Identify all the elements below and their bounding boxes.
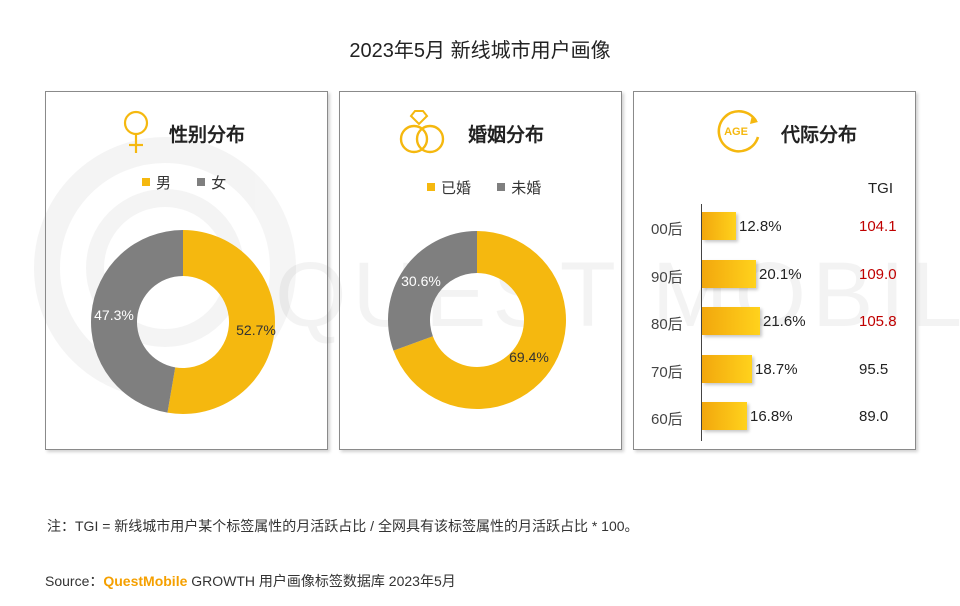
age-panel-title: 代际分布: [781, 125, 858, 146]
legend-item-unmarried: 未婚: [497, 177, 541, 198]
marriage-label-0: 69.4%: [509, 349, 549, 365]
age-bar: [702, 307, 760, 335]
source-line: Source：QuestMobile GROWTH 用户画像标签数据库 2023…: [45, 571, 456, 591]
female-symbol-icon: [123, 110, 149, 153]
gender-panel: [45, 91, 328, 450]
gender-legend: 男 女: [142, 172, 248, 193]
age-bar: [702, 212, 736, 240]
tgi-footnote: 注：TGI = 新线城市用户某个标签属性的月活跃占比 / 全网具有该标签属性的月…: [47, 518, 639, 534]
age-row: 70后 18.7% 95.5: [633, 354, 903, 385]
age-icon-label: AGE: [724, 126, 748, 138]
marriage-panel-title: 婚姻分布: [468, 125, 545, 146]
age-row: 00后 12.8% 104.1: [633, 212, 903, 242]
gender-slice-1: [90, 230, 183, 413]
age-tgi-value: 104.1: [859, 218, 897, 235]
gender-panel-title: 性别分布: [169, 125, 246, 146]
age-value-label: 21.6%: [763, 313, 806, 330]
marriage-donut-chart: 69.4% 30.6%: [388, 231, 566, 409]
age-category-label: 70后: [651, 363, 683, 381]
marriage-slice-1: [388, 231, 477, 351]
marriage-panel: [339, 91, 622, 450]
age-bar: [702, 354, 752, 383]
age-row: 60后 16.8% 89.0: [633, 402, 903, 432]
age-row: 90后 20.1% 109.0: [633, 259, 903, 290]
age-value-label: 20.1%: [759, 265, 802, 283]
age-tgi-value: 89.0: [859, 408, 889, 425]
age-category-label: 80后: [651, 316, 683, 333]
age-category-label: 00后: [651, 221, 683, 238]
age-row: 80后 21.6% 105.8: [633, 307, 903, 337]
age-panel: [633, 91, 916, 450]
age-bar: [702, 402, 747, 430]
legend-item-married: 已婚: [427, 177, 471, 198]
wedding-rings-icon: [399, 110, 445, 154]
marriage-label-1: 30.6%: [401, 273, 441, 289]
age-value-label: 18.7%: [755, 360, 798, 378]
age-category-label: 90后: [651, 268, 683, 286]
age-cycle-icon: AGE: [717, 110, 760, 153]
age-category-label: 60后: [651, 411, 683, 428]
gender-label-0: 52.7%: [236, 322, 276, 338]
age-bar: [702, 259, 756, 288]
marriage-legend: 已婚 未婚: [427, 177, 563, 198]
age-tgi-value: 109.0: [859, 265, 897, 283]
age-value-label: 12.8%: [739, 218, 782, 235]
legend-item-female: 女: [197, 172, 226, 193]
age-value-label: 16.8%: [750, 408, 793, 425]
source-prefix: Source：: [45, 573, 104, 589]
marriage-slice-0: [393, 231, 566, 409]
legend-item-male: 男: [142, 172, 171, 193]
gender-label-1: 47.3%: [94, 307, 134, 323]
age-chart-axis: [701, 204, 702, 441]
source-text: GROWTH 用户画像标签数据库 2023年5月: [187, 573, 456, 589]
age-tgi-value: 105.8: [859, 313, 897, 330]
gender-slice-0: [167, 230, 275, 414]
age-tgi-value: 95.5: [859, 360, 889, 378]
gender-donut-chart: 52.7% 47.3%: [90, 230, 276, 414]
source-brand: QuestMobile: [103, 573, 188, 589]
tgi-header: TGI: [868, 180, 893, 197]
page-title: 2023年5月 新线城市用户画像: [349, 40, 611, 62]
